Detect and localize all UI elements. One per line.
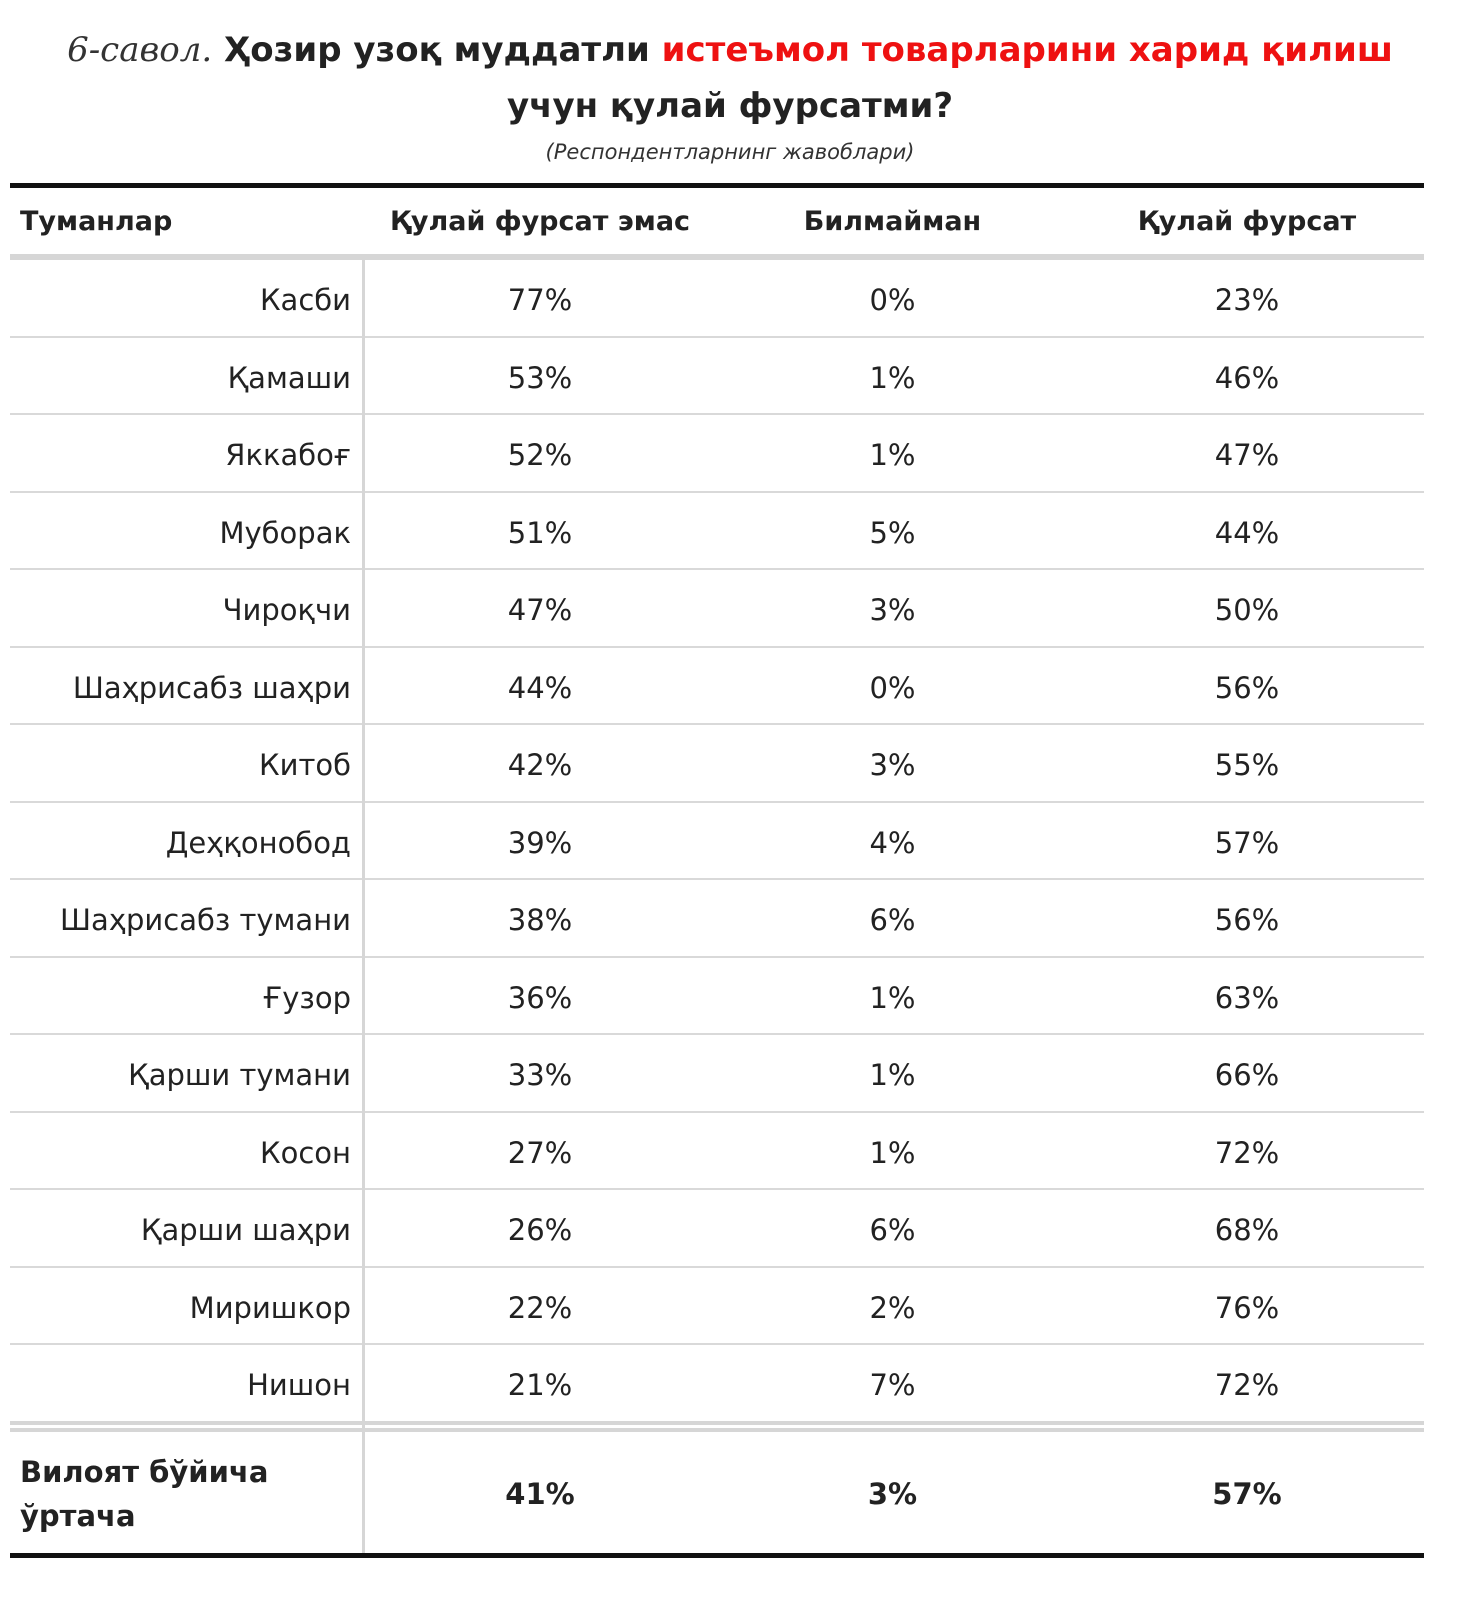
value-good-time: 44% [1214, 515, 1280, 550]
value-not-good-time: 38% [507, 903, 573, 937]
total-row: Вилоят бўйича ўртача 41% 3% 57% [10, 1432, 1424, 1553]
value-good-time: 56% [1214, 670, 1280, 705]
value-good-time: 66% [1214, 1058, 1280, 1092]
title-highlight: истеъмол товарларини харид қилиш [661, 30, 1393, 70]
district-name: Касби [259, 283, 351, 317]
value-dont-know: 1% [869, 360, 916, 395]
table-top-rule [10, 183, 1424, 188]
total-separator-bottom [10, 1428, 1424, 1432]
page-title: 6-савол. Ҳозир узоқ муддатли истеъмол то… [0, 22, 1460, 134]
value-not-good-time: 22% [507, 1290, 573, 1325]
table-bottom-rule [10, 1553, 1424, 1558]
table-header: Туманлар Қулай фурсат эмас Билмайман Қул… [10, 188, 1424, 254]
value-dont-know: 6% [869, 903, 916, 937]
table-row: Косон 27% 1% 72% [10, 1113, 1424, 1190]
header-not-good-time: Қулай фурсат эмас [389, 206, 691, 237]
district-name: Қарши шаҳри [140, 1213, 351, 1247]
district-name: Ғузор [262, 980, 351, 1015]
value-not-good-time: 47% [507, 593, 573, 627]
value-good-time: 55% [1214, 748, 1280, 782]
district-name: Шаҳрисабз шаҳри [72, 670, 351, 705]
value-not-good-time: 27% [507, 1135, 573, 1170]
table-row: Шаҳрисабз тумани 38% 6% 56% [10, 880, 1424, 958]
value-good-time: 63% [1214, 980, 1280, 1015]
value-dont-know: 4% [869, 825, 916, 860]
value-dont-know: 0% [869, 283, 916, 317]
title-part-2: учун қулай фурсатми? [506, 86, 954, 126]
value-good-time: 76% [1214, 1290, 1280, 1325]
table-row: Деҳқонобод 39% 4% 57% [10, 803, 1424, 880]
value-dont-know: 7% [869, 1368, 916, 1402]
value-dont-know: 0% [869, 670, 916, 705]
value-good-time: 72% [1214, 1135, 1280, 1170]
district-name: Косон [260, 1135, 351, 1170]
table-row: Миришкор 22% 2% 76% [10, 1268, 1424, 1345]
district-name: Қарши тумани [128, 1058, 351, 1092]
header-districts: Туманлар [20, 206, 173, 237]
header-rule [10, 254, 1424, 260]
value-not-good-time: 42% [507, 748, 573, 782]
district-name: Миришкор [189, 1290, 351, 1325]
value-good-time: 47% [1214, 438, 1280, 472]
table-row: Чироқчи 47% 3% 50% [10, 570, 1424, 648]
value-not-good-time: 36% [507, 980, 573, 1015]
district-name: Яккабоғ [225, 438, 351, 472]
name-column-divider [362, 260, 365, 1553]
table-row: Шаҳрисабз шаҳри 44% 0% 56% [10, 648, 1424, 725]
value-good-time: 46% [1214, 360, 1280, 395]
total-good-time: 57% [1212, 1477, 1282, 1511]
table-row: Китоб 42% 3% 55% [10, 725, 1424, 803]
total-dont-know: 3% [867, 1477, 918, 1511]
table-row: Ғузор 36% 1% 63% [10, 958, 1424, 1035]
district-name: Шаҳрисабз тумани [60, 903, 351, 937]
value-not-good-time: 51% [507, 515, 573, 550]
value-not-good-time: 33% [507, 1058, 573, 1092]
value-good-time: 23% [1214, 283, 1280, 317]
value-not-good-time: 21% [507, 1368, 573, 1402]
value-good-time: 72% [1214, 1368, 1280, 1402]
value-good-time: 57% [1214, 825, 1280, 860]
value-not-good-time: 39% [507, 825, 573, 860]
value-not-good-time: 53% [507, 360, 573, 395]
table-row: Яккабоғ 52% 1% 47% [10, 415, 1424, 493]
value-dont-know: 1% [869, 1058, 916, 1092]
question-number: 6-савол. [67, 30, 213, 70]
table-row: Нишон 21% 7% 72% [10, 1345, 1424, 1423]
total-label: Вилоят бўйича ўртача [20, 1455, 269, 1533]
table-row: Муборак 51% 5% 44% [10, 493, 1424, 570]
subtitle: (Респондентларнинг жавоблари) [545, 140, 915, 164]
table-row: Қамаши 53% 1% 46% [10, 338, 1424, 415]
value-dont-know: 6% [869, 1213, 916, 1247]
district-name: Чироқчи [222, 593, 351, 627]
total-separator-top [10, 1421, 1424, 1425]
value-not-good-time: 77% [507, 283, 573, 317]
title-part-1: Ҳозир узоқ муддатли [212, 30, 662, 70]
table-body: Касби 77% 0% 23% Қамаши 53% 1% 46% Яккабоғ 52% 1% 4… [10, 260, 1424, 1423]
value-not-good-time: 44% [507, 670, 573, 705]
header-dont-know: Билмайман [803, 206, 982, 237]
value-dont-know: 3% [869, 593, 916, 627]
value-dont-know: 1% [869, 1135, 916, 1170]
district-name: Китоб [259, 748, 351, 782]
value-good-time: 56% [1214, 903, 1280, 937]
value-not-good-time: 52% [507, 438, 573, 472]
district-name: Қамаши [227, 360, 351, 395]
value-dont-know: 5% [869, 515, 916, 550]
total-not-good-time: 41% [505, 1477, 575, 1511]
table-row: Қарши шаҳри 26% 6% 68% [10, 1190, 1424, 1268]
district-name: Деҳқонобод [165, 825, 351, 860]
table-row: Қарши тумани 33% 1% 66% [10, 1035, 1424, 1113]
table-row: Касби 77% 0% 23% [10, 260, 1424, 338]
value-not-good-time: 26% [507, 1213, 573, 1247]
value-dont-know: 1% [869, 980, 916, 1015]
value-dont-know: 1% [869, 438, 916, 472]
value-good-time: 68% [1214, 1213, 1280, 1247]
header-good-time: Қулай фурсат [1137, 206, 1357, 237]
value-dont-know: 3% [869, 748, 916, 782]
district-name: Нишон [247, 1368, 351, 1402]
value-good-time: 50% [1214, 593, 1280, 627]
value-dont-know: 2% [869, 1290, 916, 1325]
district-name: Муборак [219, 515, 351, 550]
